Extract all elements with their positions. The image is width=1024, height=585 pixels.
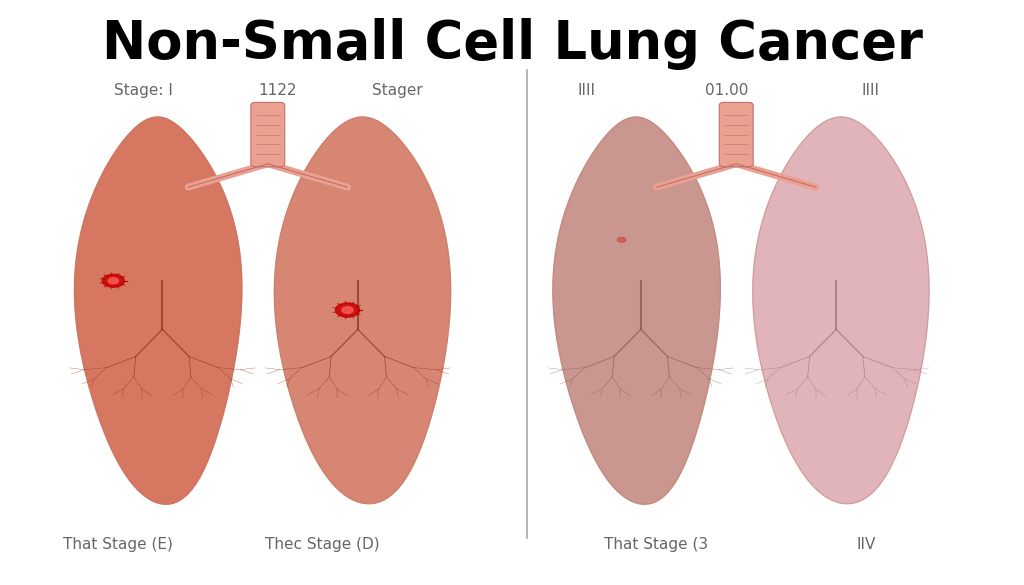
Circle shape [342, 307, 353, 314]
Polygon shape [753, 117, 929, 504]
Text: Stager: Stager [372, 83, 423, 98]
Text: That Stage (3: That Stage (3 [604, 536, 709, 552]
Polygon shape [553, 117, 720, 504]
Polygon shape [274, 117, 451, 504]
Circle shape [336, 303, 359, 317]
Text: IIII: IIII [862, 83, 880, 98]
FancyBboxPatch shape [251, 102, 285, 167]
Text: Thec Stage (D): Thec Stage (D) [265, 536, 380, 552]
Circle shape [617, 238, 626, 242]
Circle shape [109, 278, 119, 284]
Text: IIII: IIII [578, 83, 596, 98]
FancyBboxPatch shape [719, 102, 754, 167]
Circle shape [102, 274, 124, 287]
Text: 01.00: 01.00 [705, 83, 748, 98]
Text: 1122: 1122 [258, 83, 297, 98]
Text: Non-Small Cell Lung Cancer: Non-Small Cell Lung Cancer [101, 18, 923, 70]
Text: That Stage (Е): That Stage (Е) [63, 536, 173, 552]
Text: IIV: IIV [856, 536, 876, 552]
Text: Stage: I: Stage: I [114, 83, 173, 98]
Polygon shape [75, 117, 242, 504]
